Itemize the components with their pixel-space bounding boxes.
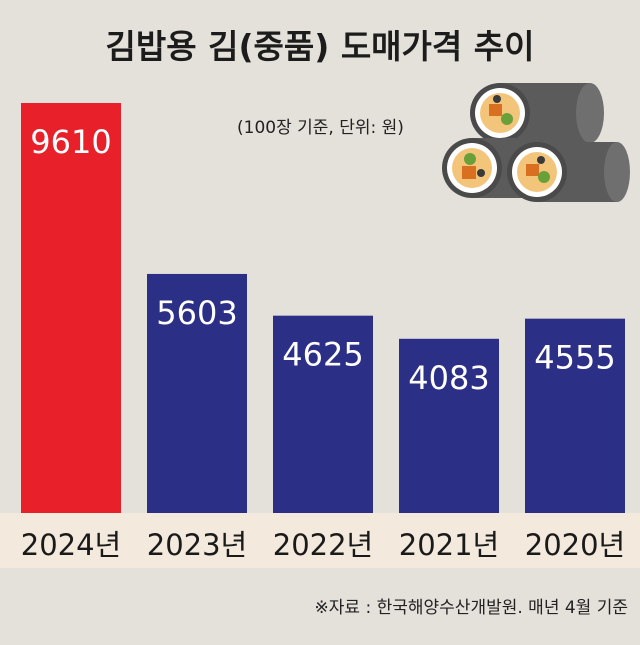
category-label: 2020년	[525, 528, 625, 562]
bar-2021년	[399, 338, 499, 513]
category-label: 2024년	[21, 528, 121, 562]
category-label: 2021년	[399, 528, 499, 562]
value-label: 5603	[156, 294, 237, 332]
bar-2024년	[21, 103, 121, 513]
value-label: 4625	[282, 336, 363, 374]
gimbap-rolls-icon	[442, 83, 630, 202]
category-label: 2023년	[147, 528, 247, 562]
chart-title: 김밥용 김(중품) 도매가격 추이	[106, 27, 535, 66]
category-label-band	[0, 513, 640, 568]
bar-2020년	[525, 318, 625, 513]
category-label: 2022년	[273, 528, 373, 562]
unit-note: (100장 기준, 단위: 원)	[237, 118, 404, 138]
source-note: ※자료 : 한국해양수산개발원. 매년 4월 기준	[315, 598, 628, 618]
value-label: 4083	[408, 359, 489, 397]
value-label: 4555	[534, 339, 615, 377]
value-label: 9610	[30, 123, 111, 161]
bar-2023년	[147, 273, 247, 513]
bar-2022년	[273, 315, 373, 513]
